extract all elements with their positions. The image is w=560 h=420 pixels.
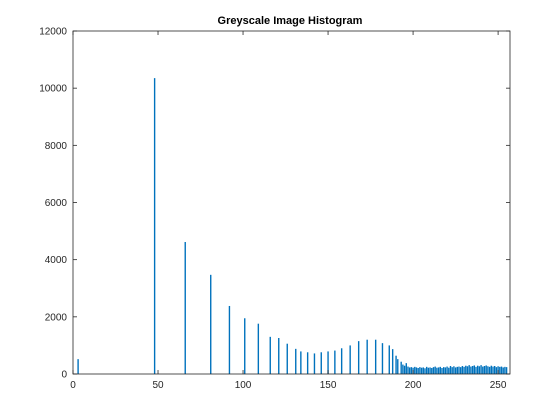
chart-title: Greyscale Image Histogram (218, 15, 363, 27)
y-tick-label: 10000 (39, 84, 67, 95)
x-axis-ticks: 0 50 100 150 200 250 (70, 31, 507, 391)
x-tick-label: 250 (490, 380, 507, 391)
x-tick-label: 100 (235, 380, 252, 391)
x-tick-label: 200 (405, 380, 422, 391)
y-tick-label: 2000 (45, 312, 68, 323)
x-tick-label: 50 (152, 380, 164, 391)
y-axis-ticks: 0 2000 4000 6000 8000 10000 12000 (39, 27, 510, 381)
y-tick-label: 6000 (45, 198, 68, 209)
y-tick-label: 12000 (39, 27, 67, 38)
y-tick-label: 0 (61, 370, 67, 381)
bars-group (77, 78, 508, 374)
y-tick-label: 8000 (45, 141, 68, 152)
x-tick-label: 0 (70, 380, 76, 391)
y-tick-label: 4000 (45, 255, 68, 266)
x-tick-label: 150 (320, 380, 337, 391)
